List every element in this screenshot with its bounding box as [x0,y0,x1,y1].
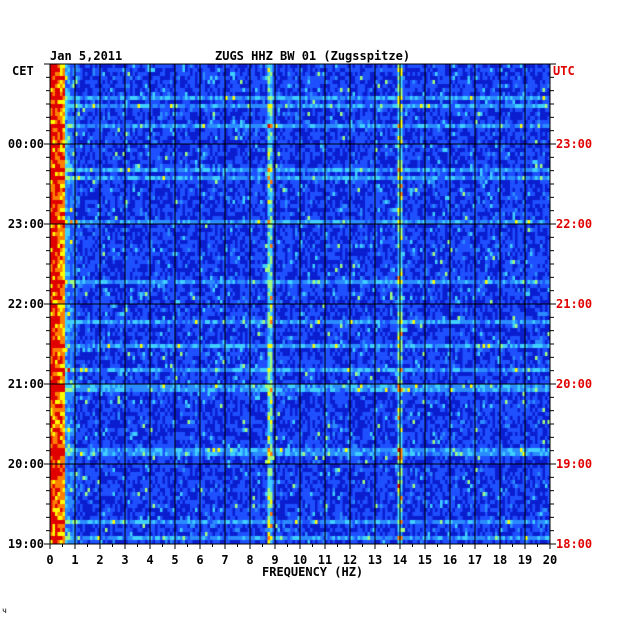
x-tick-label: 20 [543,553,557,567]
x-tick-label: 3 [121,553,128,567]
left-tick-label: 21:00 [8,377,44,391]
x-tick-label: 13 [368,553,382,567]
chart-date: Jan 5,2011 [50,49,122,63]
x-tick-label: 2 [96,553,103,567]
spectrogram-grid [49,64,551,544]
chart-station: ZUGS HHZ BW 01 (Zugsspitze) [215,49,410,63]
left-time-axis: 19:00 20:00 21:00 22:00 23:00 00:00 [8,63,50,551]
right-tick-label: 18:00 [556,537,592,551]
left-tick-label: 00:00 [8,137,44,151]
right-tick-label: 23:00 [556,137,592,151]
x-tick-label: 14 [393,553,407,567]
x-tick-label: 18 [493,553,507,567]
x-tick-label: 11 [318,553,332,567]
x-tick-label: 1 [71,553,78,567]
right-tick-label: 22:00 [556,217,592,231]
x-tick-label: 4 [146,553,153,567]
right-tick-label: 20:00 [556,377,592,391]
x-tick-label: 10 [293,553,307,567]
left-tick-label: 23:00 [8,217,44,231]
frequency-axis: 0 1 2 3 4 5 6 7 8 9 10 11 12 13 14 15 16 17 18 19 20 [46,544,557,567]
left-tick-label: 19:00 [8,537,44,551]
x-tick-label: 9 [271,553,278,567]
left-axis-label: CET [12,64,34,78]
x-axis-label: FREQUENCY (HZ) [262,565,363,579]
right-tick-label: 19:00 [556,457,592,471]
x-tick-label: 0 [46,553,53,567]
right-time-axis: 18:00 19:00 20:00 21:00 22:00 23:00 [550,63,592,551]
x-tick-label: 7 [221,553,228,567]
right-tick-label: 21:00 [556,297,592,311]
left-tick-label: 20:00 [8,457,44,471]
footer-mark: ч [2,606,7,615]
left-tick-label: 22:00 [8,297,44,311]
right-axis-label: UTC [553,64,575,78]
x-tick-label: 12 [343,553,357,567]
x-tick-label: 17 [468,553,482,567]
x-tick-label: 6 [196,553,203,567]
x-tick-label: 5 [171,553,178,567]
x-tick-label: 8 [246,553,253,567]
x-tick-label: 19 [518,553,532,567]
x-tick-label: 16 [443,553,457,567]
x-tick-label: 15 [418,553,432,567]
